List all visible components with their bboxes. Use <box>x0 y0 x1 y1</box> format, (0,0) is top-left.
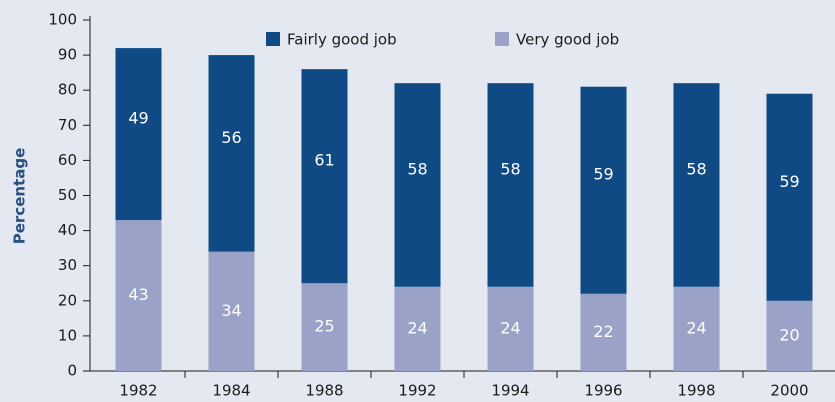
data-label: 24 <box>407 318 427 337</box>
y-tick-label: 0 <box>67 362 77 380</box>
data-label: 22 <box>593 322 613 341</box>
x-tick-label: 2000 <box>770 382 808 400</box>
bar-segment <box>580 86 627 294</box>
y-tick-label: 100 <box>48 11 77 29</box>
legend-swatch <box>266 32 280 46</box>
data-label: 49 <box>128 109 148 128</box>
data-label: 43 <box>128 285 148 304</box>
y-tick-label: 40 <box>58 221 77 239</box>
data-label: 59 <box>593 165 613 184</box>
bar-segment <box>115 220 162 371</box>
bar-segment <box>673 83 720 287</box>
x-tick-label: 1992 <box>398 382 436 400</box>
bar-segment <box>394 286 441 371</box>
data-label: 24 <box>500 318 520 337</box>
y-axis-label: Percentage <box>11 148 29 245</box>
bar-segment <box>394 83 441 287</box>
x-tick-label: 1996 <box>584 382 622 400</box>
bar-segment <box>208 55 255 252</box>
x-tick-label: 1984 <box>212 382 250 400</box>
bar-segment <box>487 83 534 287</box>
bar-segment <box>208 251 255 371</box>
bar-segment <box>487 286 534 371</box>
x-tick-label: 1994 <box>491 382 529 400</box>
legend-label: Very good job <box>516 31 619 49</box>
bar-segment <box>580 293 627 371</box>
data-label: 56 <box>221 128 241 147</box>
y-tick-label: 90 <box>58 46 77 64</box>
bar-segment <box>301 69 348 284</box>
data-label: 61 <box>314 151 334 170</box>
data-label: 24 <box>686 318 706 337</box>
x-tick-label: 1998 <box>677 382 715 400</box>
legend-label: Fairly good job <box>287 31 397 49</box>
bar-segment <box>766 93 813 301</box>
y-tick-label: 80 <box>58 81 77 99</box>
x-tick-label: 1982 <box>119 382 157 400</box>
y-tick-label: 60 <box>58 151 77 169</box>
legend-swatch <box>495 32 509 46</box>
data-label: 58 <box>407 159 427 178</box>
bar-segment <box>766 300 813 371</box>
data-label: 58 <box>686 159 706 178</box>
data-label: 34 <box>221 301 241 320</box>
bar-segment <box>673 286 720 371</box>
y-tick-label: 30 <box>58 256 77 274</box>
x-tick-label: 1988 <box>305 382 343 400</box>
data-label: 20 <box>779 325 799 344</box>
y-tick-label: 50 <box>58 186 77 204</box>
data-label: 25 <box>314 317 334 336</box>
y-tick-label: 10 <box>58 326 77 344</box>
bar-segment <box>115 48 162 221</box>
data-label: 58 <box>500 159 520 178</box>
y-tick-label: 70 <box>58 116 77 134</box>
bar-segment <box>301 283 348 371</box>
y-tick-label: 20 <box>58 291 77 309</box>
data-label: 59 <box>779 172 799 191</box>
